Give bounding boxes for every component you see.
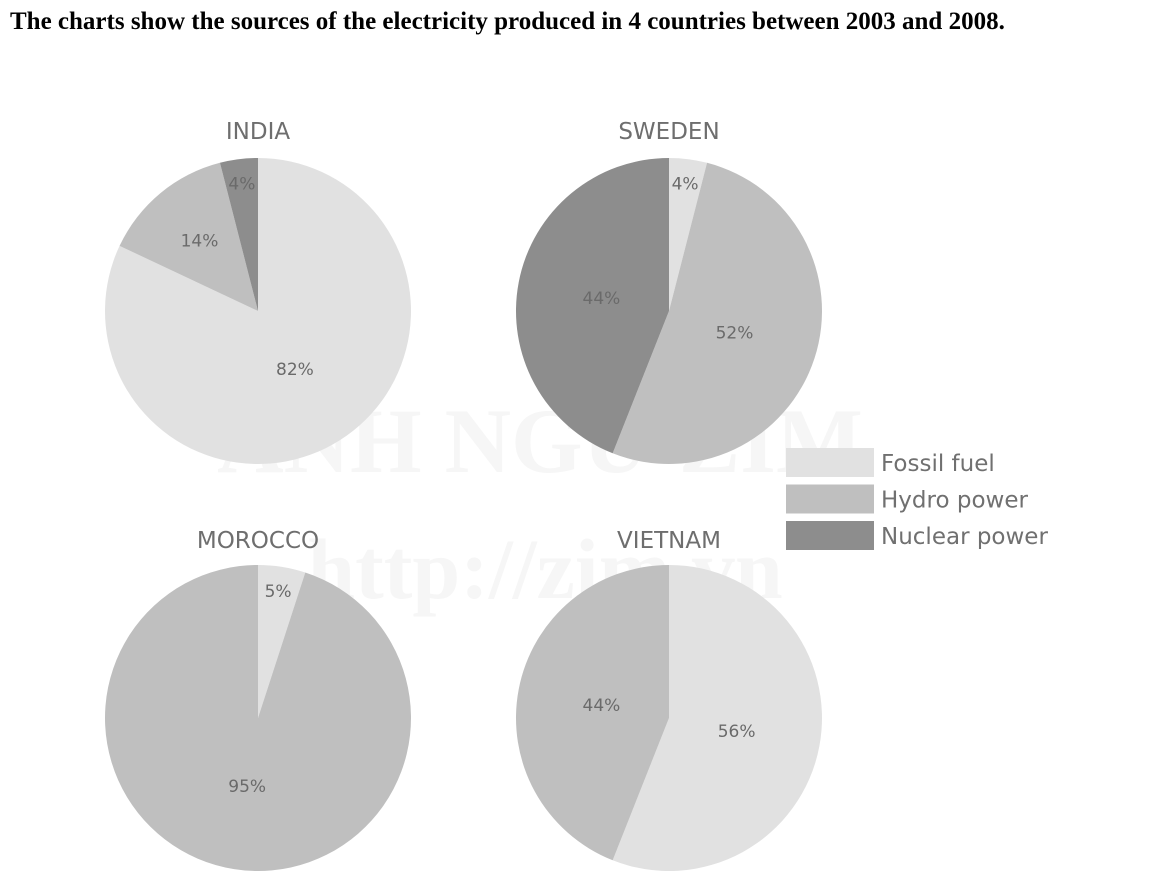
country-title-india: INDIA: [226, 119, 290, 145]
pie-vietnam: 56% 44% VIETNAM: [515, 528, 822, 871]
pie-sweden: 4% 52% 44% SWEDEN: [515, 119, 823, 465]
slice-india-hydro-power: [119, 162, 258, 311]
legend-swatch-nuclear-power: [786, 521, 874, 550]
slice-sweden-nuclear-power: [515, 158, 669, 454]
slice-vietnam-fossil-fuel: [612, 565, 822, 871]
pie-india: 82% 14% 4% INDIA: [105, 119, 412, 464]
slice-morocco-fossil-fuel: [258, 565, 306, 718]
data-label-india-fossil-fuel: 82%: [276, 360, 314, 380]
slice-sweden-hydro-power: [612, 162, 823, 465]
data-label-vietnam-hydro-power: 44%: [583, 696, 621, 716]
legend-label-nuclear-power: Nuclear power: [881, 524, 1048, 550]
legend-swatch-hydro-power: [786, 484, 874, 514]
country-title-sweden: SWEDEN: [618, 119, 719, 145]
data-label-morocco-hydro-power: 95%: [228, 777, 266, 797]
data-label-india-hydro-power: 14%: [181, 231, 219, 251]
slice-india-nuclear-power: [219, 158, 258, 311]
country-title-vietnam: VIETNAM: [617, 528, 721, 554]
data-label-sweden-hydro-power: 52%: [716, 323, 754, 343]
data-label-sweden-nuclear-power: 44%: [583, 289, 621, 309]
pies-group: 82%14%4%INDIA4%52%44%SWEDEN5%95%MOROCCO5…: [104, 119, 823, 871]
legend-label-hydro-power: Hydro power: [881, 488, 1028, 514]
legend-swatch-fossil-fuel: [786, 448, 874, 477]
slice-vietnam-hydro-power: [515, 565, 669, 861]
pie-morocco: 5% 95% MOROCCO: [104, 528, 411, 871]
legend: Fossil fuel Hydro power Nuclear power: [786, 448, 1048, 550]
legend-label-fossil-fuel: Fossil fuel: [881, 451, 995, 477]
chart-title: The charts show the sources of the elect…: [10, 8, 1005, 35]
slice-sweden-fossil-fuel: [669, 158, 708, 311]
data-label-vietnam-fossil-fuel: 56%: [718, 722, 756, 742]
data-label-morocco-fossil-fuel: 5%: [265, 582, 292, 602]
slice-india-fossil-fuel: [105, 158, 412, 464]
data-label-india-nuclear-power: 4%: [228, 175, 255, 195]
data-label-sweden-fossil-fuel: 4%: [672, 175, 699, 195]
slice-morocco-hydro-power: [104, 565, 411, 871]
country-title-morocco: MOROCCO: [197, 528, 319, 554]
